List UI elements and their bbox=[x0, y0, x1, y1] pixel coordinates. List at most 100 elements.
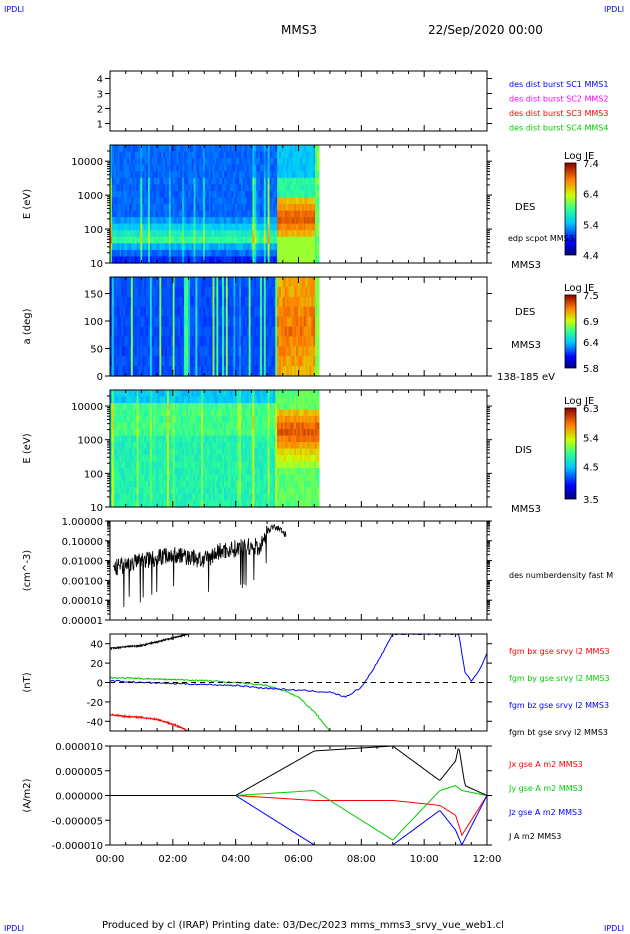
spectrogram-cell bbox=[216, 390, 219, 398]
spectrogram-cell bbox=[163, 177, 166, 185]
spectrogram-cell bbox=[187, 336, 191, 347]
spectrogram-cell bbox=[216, 461, 219, 469]
spectrogram-cell bbox=[123, 286, 126, 298]
spectrogram-cell bbox=[189, 217, 193, 225]
spectrogram-cell bbox=[258, 230, 261, 238]
spectrogram-cell bbox=[261, 390, 265, 398]
spectrogram-cell bbox=[216, 164, 219, 172]
footer-text: Produced by cl (IRAP) Printing date: 03/… bbox=[102, 920, 504, 931]
spectrogram-cell bbox=[184, 236, 187, 244]
spectrogram-cell bbox=[301, 500, 305, 508]
spectrogram-cell bbox=[216, 356, 219, 367]
spectrogram-cell bbox=[225, 500, 229, 508]
spectrogram-cell bbox=[239, 197, 242, 205]
spectrogram-cell bbox=[166, 204, 170, 212]
spectrogram-cell bbox=[218, 151, 221, 159]
spectrogram-cell bbox=[117, 217, 121, 225]
spectrogram-cell bbox=[254, 217, 257, 225]
spectrogram-cell bbox=[128, 422, 132, 430]
spectrogram-cell bbox=[222, 366, 225, 377]
spectrogram-cell bbox=[225, 416, 229, 424]
spectrogram-cell bbox=[193, 416, 197, 424]
spectrogram-cell bbox=[307, 145, 311, 153]
spectrogram-cell bbox=[258, 442, 261, 450]
spectrogram-cell bbox=[168, 455, 172, 463]
spectrogram-cell bbox=[298, 461, 301, 469]
spectrogram-cell bbox=[218, 429, 221, 437]
spectrogram-cell bbox=[144, 474, 147, 482]
spectrogram-cell bbox=[119, 184, 122, 192]
spectrogram-cell bbox=[277, 197, 280, 205]
spectrogram-cell bbox=[201, 171, 204, 179]
spectrogram-cell bbox=[138, 223, 141, 231]
spectrogram-cell bbox=[208, 296, 212, 308]
spectrogram-cell bbox=[199, 256, 202, 264]
spectrogram-cell bbox=[138, 416, 141, 424]
spectrogram-cell bbox=[178, 171, 181, 179]
spectrogram-cell bbox=[142, 346, 145, 357]
spectrogram-cell bbox=[250, 217, 254, 225]
spectrogram-cell bbox=[185, 277, 189, 288]
footer-corner-left: IPDLI bbox=[4, 924, 25, 933]
spectrogram-cell bbox=[280, 204, 284, 212]
spectrogram-cell bbox=[204, 145, 208, 153]
spectrogram-cell bbox=[111, 416, 115, 424]
spectrogram-cell bbox=[227, 171, 231, 179]
spectrogram-cell bbox=[225, 204, 229, 212]
spectrogram-cell bbox=[184, 171, 187, 179]
spectrogram-cell bbox=[254, 177, 257, 185]
spectrogram-cell bbox=[216, 442, 219, 450]
spectrogram-cell bbox=[151, 204, 155, 212]
spectrogram-cell bbox=[290, 286, 293, 298]
spectrogram-cell bbox=[256, 184, 259, 192]
spectrogram-cell bbox=[195, 223, 198, 231]
spectrogram-cell bbox=[128, 435, 132, 443]
spectrogram-cell bbox=[178, 190, 181, 199]
dis_energy-spectrogram bbox=[110, 390, 320, 508]
spectrogram-cell bbox=[151, 396, 155, 404]
spectrogram-cell bbox=[136, 448, 140, 456]
spectrogram-cell bbox=[239, 346, 242, 357]
spectrogram-cell bbox=[258, 164, 261, 172]
spectrogram-cell bbox=[147, 197, 151, 205]
spectrogram-cell bbox=[172, 429, 176, 437]
spectrogram-cell bbox=[282, 409, 286, 417]
spectrogram-cell bbox=[256, 403, 259, 411]
spectrogram-cell bbox=[193, 403, 197, 411]
spectrogram-cell bbox=[176, 223, 179, 231]
spectrogram-cell bbox=[121, 481, 124, 489]
spectrogram-cell bbox=[153, 286, 157, 298]
spectrogram-cell bbox=[199, 396, 202, 404]
spectrogram-cell bbox=[195, 442, 198, 450]
spectrogram-cell bbox=[298, 416, 301, 424]
spectrogram-cell bbox=[125, 230, 128, 238]
spectrogram-cell bbox=[250, 184, 254, 192]
spectrogram-cell bbox=[248, 236, 252, 244]
spectrogram-cell bbox=[284, 296, 288, 308]
spectrogram-cell bbox=[201, 442, 204, 450]
spectrogram-cell bbox=[199, 346, 202, 357]
spectrogram-cell bbox=[279, 249, 282, 258]
spectrogram-cell bbox=[155, 474, 159, 482]
spectrogram-cell bbox=[233, 197, 236, 205]
spectrogram-cell bbox=[189, 487, 193, 495]
spectrogram-cell bbox=[199, 390, 202, 398]
spectrogram-cell bbox=[246, 356, 250, 367]
spectrogram-cell bbox=[246, 296, 250, 308]
spectrogram-cell bbox=[303, 190, 307, 199]
spectrogram-cell bbox=[146, 346, 149, 357]
spectrogram-cell bbox=[142, 500, 145, 508]
spectrogram-cell bbox=[128, 316, 132, 328]
spectrogram-cell bbox=[197, 171, 200, 179]
spectrogram-cell bbox=[275, 164, 278, 172]
spectrogram-cell bbox=[187, 416, 191, 424]
spectrogram-cell bbox=[235, 336, 238, 347]
spectrogram-cell bbox=[172, 422, 176, 430]
spectrogram-cell bbox=[225, 346, 229, 357]
spectrogram-cell bbox=[166, 422, 170, 430]
spectrogram-cell bbox=[288, 366, 292, 377]
spectrogram-cell bbox=[115, 326, 119, 337]
spectrogram-cell bbox=[301, 429, 305, 437]
spectrogram-cell bbox=[130, 243, 134, 251]
spectrogram-cell bbox=[265, 236, 269, 244]
